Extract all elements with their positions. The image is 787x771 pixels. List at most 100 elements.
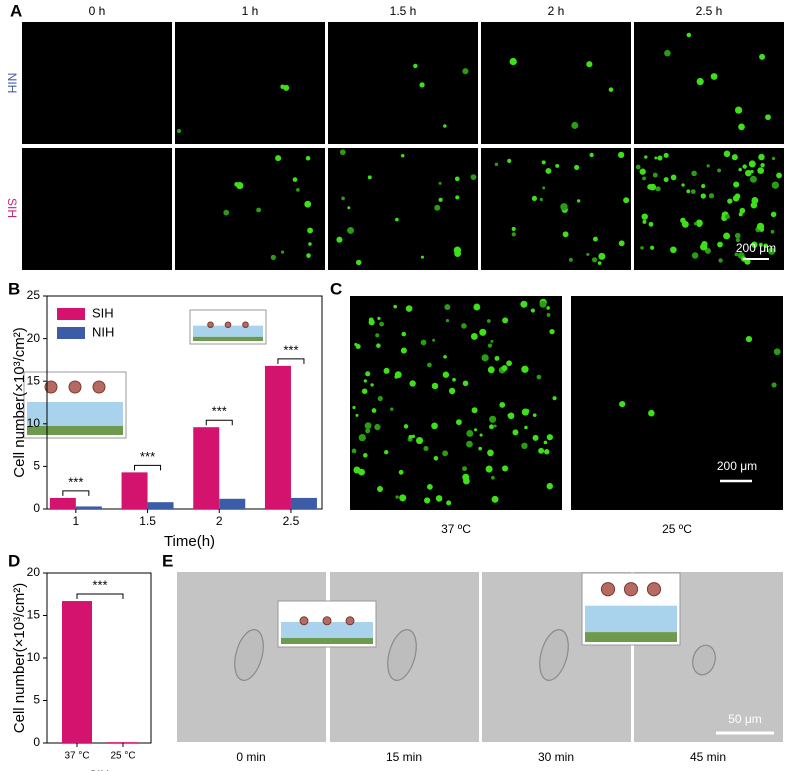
cell-dot bbox=[591, 257, 598, 263]
cell-dot bbox=[363, 453, 368, 458]
cell-dot bbox=[701, 184, 706, 189]
cell-dot bbox=[700, 243, 708, 251]
cell-dot bbox=[545, 167, 552, 174]
cell-dot bbox=[734, 232, 741, 239]
micrograph bbox=[175, 148, 325, 270]
condition-label: 25 ºC bbox=[662, 522, 692, 536]
cell-dot bbox=[442, 371, 450, 378]
x-tick-label: 1 bbox=[73, 514, 80, 528]
cell-dot bbox=[355, 344, 361, 350]
cell-dot bbox=[691, 170, 697, 177]
panel-label: E bbox=[162, 551, 173, 570]
cell-dot bbox=[304, 200, 312, 208]
x-tick-label: 2.5 bbox=[283, 514, 300, 528]
cell-dot bbox=[280, 250, 285, 254]
y-tick-label: 15 bbox=[27, 608, 41, 622]
cell-dot bbox=[771, 382, 777, 388]
cell-dot bbox=[420, 255, 424, 259]
cell-dot bbox=[499, 401, 506, 408]
cell-dot bbox=[608, 87, 614, 92]
time-label: 45 min bbox=[690, 750, 726, 764]
cell-dot bbox=[339, 149, 346, 156]
cell-dot bbox=[443, 354, 447, 359]
cell-dot bbox=[399, 494, 407, 502]
cell-dot bbox=[408, 434, 413, 439]
cell-dot bbox=[538, 447, 545, 454]
cell-dot bbox=[456, 419, 462, 426]
cell-dot bbox=[521, 442, 528, 450]
cell-dot bbox=[398, 469, 404, 475]
cell-dot bbox=[718, 258, 723, 263]
cell-dot bbox=[409, 380, 416, 387]
time-label: 30 min bbox=[538, 750, 574, 764]
cell-dot bbox=[431, 382, 439, 390]
cell-dot bbox=[413, 63, 418, 69]
cell-dot bbox=[576, 199, 581, 203]
cell-dot bbox=[693, 222, 698, 226]
cell-dot bbox=[493, 424, 497, 428]
cell-dot bbox=[452, 377, 456, 382]
significance-bracket bbox=[76, 593, 124, 599]
column-label: 2 h bbox=[548, 4, 565, 18]
bar bbox=[62, 601, 92, 743]
y-tick-label: 10 bbox=[27, 416, 41, 430]
cell-icon bbox=[44, 380, 58, 394]
cell-icon bbox=[207, 321, 214, 329]
cell-dot bbox=[427, 362, 432, 368]
cell-dot bbox=[745, 335, 753, 343]
cell-dot bbox=[296, 188, 300, 192]
significance-label: *** bbox=[283, 342, 298, 357]
cell-dot bbox=[571, 121, 579, 129]
cell-dot bbox=[390, 407, 394, 411]
cell-dot bbox=[305, 155, 311, 161]
cell-dot bbox=[618, 240, 625, 247]
cell-dot bbox=[481, 354, 489, 362]
cell-dot bbox=[494, 162, 499, 167]
cell-dot bbox=[479, 433, 483, 437]
cell-dot bbox=[444, 304, 451, 311]
micrograph bbox=[328, 148, 478, 270]
cell-dot bbox=[454, 176, 460, 182]
column-label: 2.5 h bbox=[696, 4, 723, 18]
significance-bracket bbox=[62, 490, 90, 496]
cell-dot bbox=[568, 257, 573, 262]
cell-outline bbox=[234, 629, 264, 681]
cell-dot bbox=[283, 84, 290, 91]
cell-dot bbox=[223, 209, 230, 216]
y-axis-label: Cell number(×10³/cm²) bbox=[11, 327, 28, 477]
cell-dot bbox=[234, 182, 239, 187]
cell-dot bbox=[424, 497, 431, 504]
x-axis-label: SIH bbox=[89, 768, 109, 771]
cell-dot bbox=[358, 468, 365, 476]
cell-dot bbox=[664, 49, 671, 57]
cell-dot bbox=[376, 343, 381, 348]
cell-dot bbox=[374, 423, 381, 431]
cell-dot bbox=[539, 300, 547, 308]
y-tick-label: 25 bbox=[27, 288, 41, 302]
cell-dot bbox=[358, 433, 366, 442]
plot-frame bbox=[46, 295, 323, 510]
cell-dot bbox=[347, 206, 351, 210]
cell-dot bbox=[639, 168, 646, 175]
hydrogel bbox=[27, 402, 123, 426]
cell-dot bbox=[723, 232, 731, 240]
cell-dot bbox=[453, 246, 462, 254]
cell-dot bbox=[695, 219, 703, 227]
cell-dot bbox=[423, 445, 429, 451]
cell-dot bbox=[549, 328, 555, 335]
cell-dot bbox=[511, 232, 516, 237]
cell-dot bbox=[462, 380, 469, 387]
micrograph bbox=[22, 22, 172, 144]
cell-dot bbox=[657, 155, 663, 161]
cell-dot bbox=[307, 227, 314, 234]
cell-dot bbox=[733, 181, 740, 188]
bar bbox=[121, 472, 148, 509]
cell-dot bbox=[757, 167, 765, 174]
cell-dot bbox=[617, 151, 625, 159]
cell-dot bbox=[462, 473, 470, 481]
cell-dot bbox=[486, 319, 491, 323]
legend-swatch bbox=[57, 308, 85, 320]
cell-dot bbox=[691, 252, 699, 259]
cell-outline bbox=[692, 644, 716, 676]
x-tick-label: 37 °C bbox=[64, 751, 89, 762]
